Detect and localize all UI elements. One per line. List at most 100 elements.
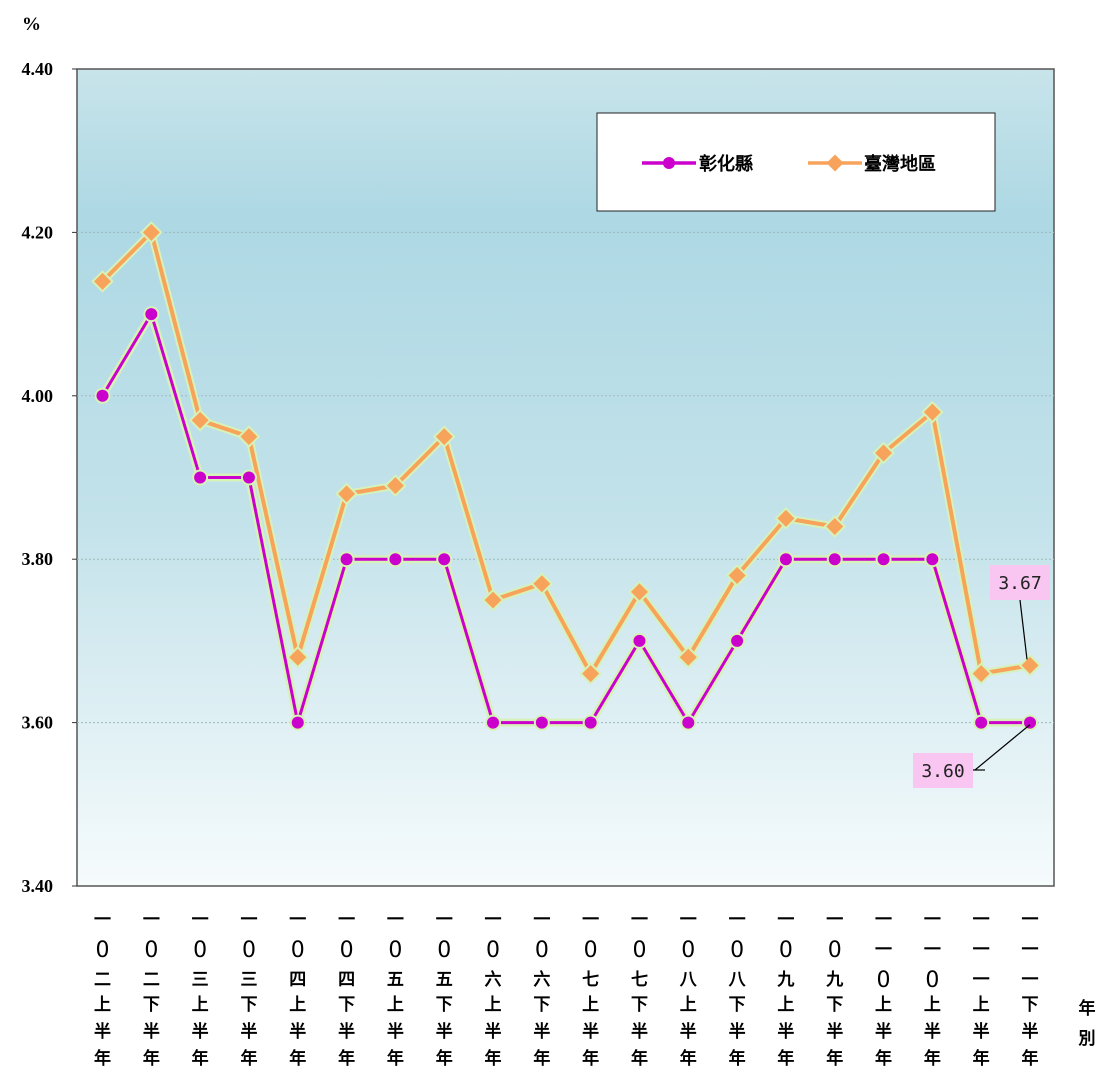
data-label: 3.67	[998, 573, 1041, 594]
legend-marker-taiwan	[826, 154, 844, 172]
x-tick-char: 0	[877, 968, 891, 993]
data-point-0	[682, 716, 695, 729]
x-tick-char: 年	[192, 1048, 209, 1069]
x-tick-char: 一	[973, 940, 990, 960]
x-tick-char: 半	[729, 1021, 746, 1042]
x-tick-char: 半	[826, 1021, 843, 1042]
data-point-0	[194, 471, 207, 484]
x-tick-char: 二	[94, 970, 111, 990]
x-tick-char: 0	[925, 968, 939, 993]
x-tick-char: 半	[582, 1021, 599, 1042]
legend: 彰化縣 臺灣地區	[596, 112, 996, 212]
x-tick-char: 上	[94, 995, 111, 1015]
data-point-1	[386, 477, 404, 495]
x-tick-char: 半	[436, 1021, 453, 1042]
x-tick-char: 半	[631, 1021, 648, 1042]
data-point-0	[633, 634, 646, 647]
data-point-0	[1024, 716, 1036, 729]
x-tick-char: 0	[388, 938, 402, 963]
x-tick-char: 八	[729, 970, 747, 990]
data-point-0	[487, 716, 500, 729]
x-tick-char: 年	[387, 1048, 404, 1069]
x-tick-char: 一	[143, 910, 160, 930]
data-point-1	[533, 575, 551, 593]
x-tick-char: 半	[680, 1021, 697, 1042]
x-tick-char: 一	[1022, 970, 1039, 990]
x-tick-char: 0	[144, 938, 158, 963]
x-axis-label-char: 年	[1079, 998, 1096, 1019]
x-tick-char: 半	[240, 1021, 257, 1042]
x-tick-char: 年	[485, 1048, 502, 1069]
data-point-1	[777, 509, 795, 527]
x-tick-char: 年	[582, 1048, 599, 1069]
y-tick-label: 3.40	[22, 876, 54, 896]
x-tick-char: 一	[631, 910, 648, 930]
x-tick-char: 五	[387, 970, 404, 990]
x-tick-char: 年	[631, 1048, 648, 1069]
x-tick-char: 年	[924, 1048, 941, 1069]
data-point-1	[1021, 656, 1039, 674]
x-tick-char: 0	[486, 938, 500, 963]
x-tick-char: 年	[289, 1048, 306, 1069]
x-tick-char: 一	[485, 910, 502, 930]
x-tick-char: 下	[826, 995, 843, 1015]
x-tick-char: 上	[777, 995, 794, 1015]
x-tick-char: 年	[533, 1048, 550, 1069]
x-tick-char: 三	[192, 970, 209, 990]
x-tick-char: 下	[338, 995, 355, 1015]
x-tick-char: 下	[631, 995, 648, 1015]
data-point-1	[923, 403, 941, 421]
series-line-0	[101, 312, 1030, 725]
series-line-1	[101, 230, 1031, 676]
legend-marker-changhua	[663, 157, 675, 169]
data-point-0	[779, 553, 792, 566]
data-point-1	[826, 518, 844, 536]
data-point-0	[389, 553, 402, 566]
x-tick-char: 上	[387, 995, 404, 1015]
x-tick-char: 一	[582, 910, 599, 930]
x-tick-char: 上	[289, 995, 306, 1015]
data-point-1	[435, 428, 453, 446]
data-point-0	[731, 634, 744, 647]
x-tick-char: 上	[192, 995, 209, 1015]
x-tick-char: 下	[533, 995, 550, 1015]
y-axis-label: %	[22, 14, 41, 35]
x-tick-char: 年	[826, 1048, 843, 1069]
data-point-0	[877, 553, 890, 566]
x-tick-char: 年	[777, 1048, 794, 1069]
data-point-0	[242, 471, 255, 484]
series-layer	[91, 221, 1042, 731]
x-tick-char: 一	[1022, 940, 1039, 960]
data-point-0	[535, 716, 548, 729]
data-point-0	[975, 716, 988, 729]
x-tick-char: 0	[96, 938, 110, 963]
x-tick-char: 上	[680, 995, 697, 1015]
x-tick-char: 下	[240, 995, 257, 1015]
x-tick-char: 年	[143, 1048, 160, 1069]
x-tick-char: 上	[973, 995, 990, 1015]
x-tick-char: 半	[387, 1021, 404, 1042]
x-tick-char: 六	[485, 969, 502, 990]
x-tick-char: 半	[1022, 1021, 1039, 1042]
x-tick-char: 年	[338, 1048, 355, 1069]
x-tick-char: 年	[1022, 1048, 1039, 1069]
data-point-1	[240, 428, 258, 446]
x-tick-char: 半	[485, 1021, 502, 1042]
x-tick-char: 一	[973, 970, 990, 990]
x-tick-char: 三	[240, 970, 257, 990]
x-tick-char: 0	[779, 938, 793, 963]
y-tick-label: 4.00	[22, 386, 54, 406]
x-tick-char: 上	[582, 995, 599, 1015]
x-tick-char: 七	[631, 970, 648, 990]
y-tick-label: 3.80	[22, 549, 54, 569]
data-point-0	[340, 553, 353, 566]
